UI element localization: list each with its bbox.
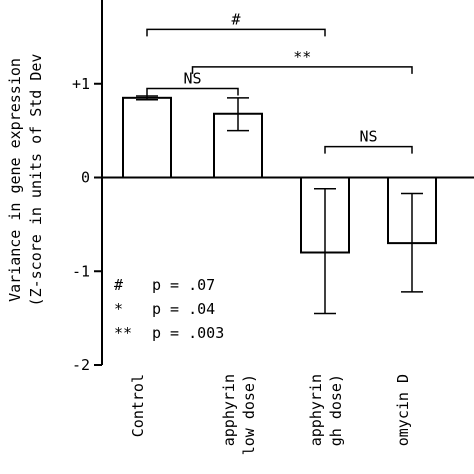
legend-text: p = .07 [152,276,215,294]
y-axis-title-line-2: (Z-score in units of Std Dev [27,54,45,307]
legend-text: p = .003 [152,324,224,342]
significance-label: NS [359,128,377,146]
significance-bracket [146,28,326,37]
category-label: apphyrin [220,374,238,446]
category-label: low dose) [240,374,258,455]
category-label: Control [129,374,147,437]
significance-label: # [231,10,240,28]
category-label: gh dose) [327,374,345,446]
legend-symbol: ** [114,324,132,342]
y-tick-label: -2 [72,356,90,374]
y-tick-label: -1 [72,262,90,280]
bar [122,96,172,179]
category-label: apphyrin [307,374,325,446]
significance-label: NS [183,69,201,87]
legend-symbol: * [114,300,123,318]
legend-symbol: # [114,276,123,294]
y-axis-title: Variance in gene expression (Z-score in … [6,54,45,307]
y-tick-label: 0 [81,169,90,187]
legend-text: p = .04 [152,300,215,318]
y-tick-label: +1 [72,75,90,93]
significance-bracket [191,66,413,74]
significance-bracket [324,145,413,154]
significance-bracket [146,87,239,96]
category-label: omycin D [394,374,412,446]
y-axis-title-line-1: Variance in gene expression [6,58,24,302]
significance-label: ** [293,48,311,66]
